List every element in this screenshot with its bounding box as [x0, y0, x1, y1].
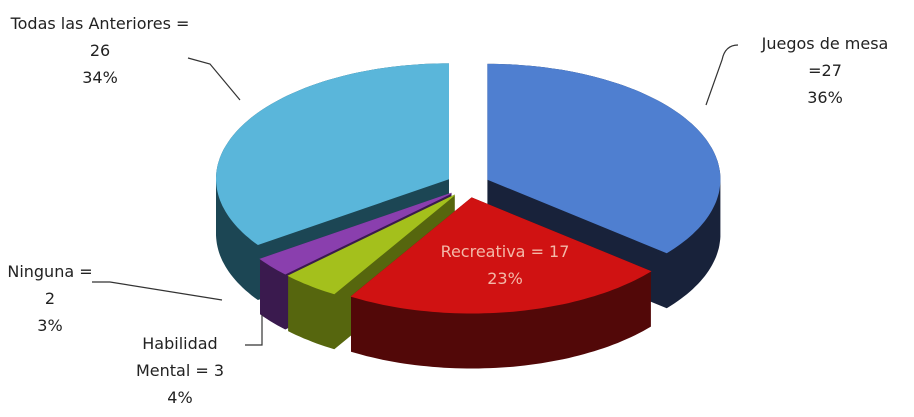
category-label: Todas las Anteriores [10, 14, 171, 33]
slice [287, 194, 455, 295]
slice-label: Recreativa = 17 23% [405, 238, 605, 292]
slice [350, 197, 652, 314]
leader-line [92, 281, 223, 301]
slice [487, 63, 721, 254]
category-label: Habilidad Mental [135, 334, 218, 380]
slice [259, 192, 452, 275]
slice-label: Ninguna = 2 3% [0, 258, 100, 339]
value-label: = 17 [530, 242, 570, 261]
category-label: Juegos de mesa [761, 34, 889, 53]
percent-label: 23% [487, 269, 523, 288]
leader-line [245, 315, 263, 346]
leader-line [705, 44, 739, 106]
value-label: = 2 [44, 262, 93, 308]
leader-line [187, 57, 241, 101]
percent-label: 34% [82, 68, 118, 87]
category-label: Recreativa [440, 242, 526, 261]
percent-label: 4% [167, 388, 193, 407]
slice [216, 63, 449, 246]
value-label: = 26 [89, 14, 190, 60]
leader-lines [92, 44, 739, 346]
slice-label: Juegos de mesa =27 36% [730, 30, 914, 111]
value-label: = 3 [195, 361, 225, 380]
category-label: Ninguna [7, 262, 75, 281]
percent-label: 3% [37, 316, 63, 335]
slice-label: Todas las Anteriores = 26 34% [10, 10, 190, 91]
value-label: =27 [808, 61, 842, 80]
percent-label: 36% [807, 88, 843, 107]
slice-label: Habilidad Mental = 3 4% [125, 330, 235, 411]
